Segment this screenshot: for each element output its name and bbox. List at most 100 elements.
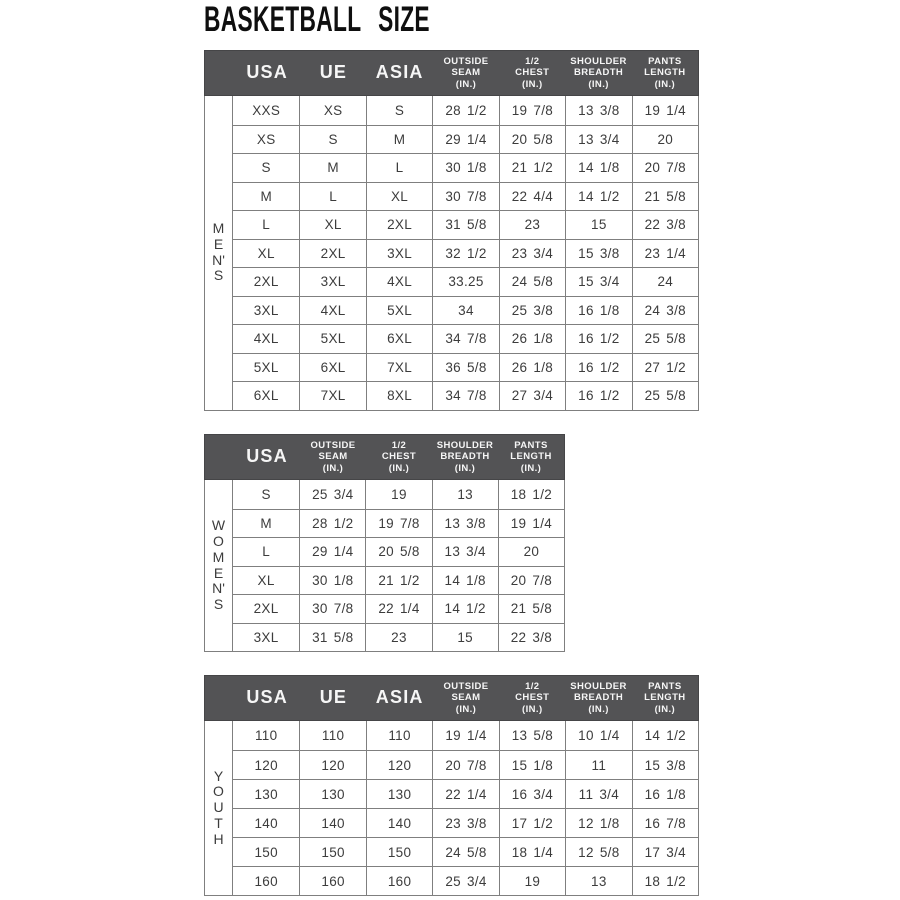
size-cell: M (299, 154, 365, 182)
size-cell: 3XL (299, 268, 365, 296)
size-cell: 20 7/8 (631, 154, 698, 182)
mens-size-table: USA UE ASIA OUTSIDE SEAM (IN.) 1/2 CHEST (IN.) SH… (204, 50, 699, 411)
header-cell-line: 1/2 (525, 55, 540, 67)
header-cell-line: PANTS (648, 55, 682, 67)
size-cell: M (260, 188, 272, 204)
size-cell: 13 5/8 (498, 721, 565, 750)
table-row: 130 130 130 22 1/4 16 3/4 11 3/4 16 1/8 (233, 779, 698, 808)
table-header-row: USA OUTSIDE SEAM (IN.) 1/2 CHEST (IN.) SHOULDER… (204, 434, 565, 480)
header-cell-line: (IN.) (654, 78, 676, 90)
header-cell: PANTS LENGTH (IN.) (498, 440, 564, 474)
size-cell: 26 1/8 (498, 325, 565, 353)
header-cell: USA (234, 62, 300, 84)
header-cell: USA (234, 446, 300, 468)
size-cell: 110 (299, 721, 365, 750)
header-cell-line: (IN.) (588, 703, 609, 715)
size-cell: M (365, 125, 432, 153)
table-row: S M L 30 1/8 21 1/2 14 1/8 20 7/8 (233, 153, 698, 182)
header-cell: ASIA (367, 687, 433, 709)
size-cell: 120 (254, 757, 278, 773)
header-cell: UE (300, 62, 366, 84)
size-cell: 16 1/2 (565, 353, 631, 381)
size-cell: 27 3/4 (498, 382, 565, 410)
size-cell: 140 (365, 809, 432, 837)
size-cell: 13 (431, 480, 498, 509)
group-label-letter: Y (213, 767, 224, 784)
size-cell: 18 1/2 (631, 867, 698, 895)
size-cell: 34 7/8 (432, 325, 498, 353)
group-label-letter: E (213, 564, 224, 581)
header-cell-line: UE (319, 62, 348, 83)
size-cell: 16 1/2 (565, 382, 631, 410)
table-header-row: USA UE ASIA OUTSIDE SEAM (IN.) 1/2 CHEST (IN.) SH… (204, 50, 699, 96)
header-cell-line: OUTSIDE (310, 439, 356, 451)
size-cell: 10 1/4 (565, 721, 631, 750)
group-label-letter: S (213, 267, 224, 284)
size-cell: 140 (254, 815, 278, 831)
size-cell: 31 5/8 (299, 623, 365, 651)
header-cell-line: LENGTH (510, 451, 552, 463)
size-cell: S (261, 160, 271, 176)
size-cell: 30 7/8 (432, 182, 498, 210)
size-cell: 130 (254, 786, 278, 802)
header-cell-line: SEAM (451, 692, 481, 704)
table-row: 160 160 160 25 3/4 19 13 18 1/2 (233, 866, 698, 895)
size-cell: 21 1/2 (498, 154, 565, 182)
table-rows: S 25 3/4 19 13 18 1/2 M 28 1/2 19 7/8 13 3/8 19 1… (233, 480, 565, 652)
size-cell: 17 1/2 (498, 809, 565, 837)
size-cell: 5XL (299, 325, 365, 353)
size-cell: 130 (365, 780, 432, 808)
table-row: 6XL 7XL 8XL 34 7/8 27 3/4 16 1/2 25 5/8 (233, 381, 698, 410)
size-cell: 33.25 (432, 268, 498, 296)
header-cell: UE (300, 687, 366, 709)
size-cell: 11 3/4 (565, 780, 631, 808)
size-cell: 12 5/8 (565, 838, 631, 866)
size-cell: 15 3/8 (565, 239, 631, 267)
size-cell: 140 (299, 809, 365, 837)
table-row: M L XL 30 7/8 22 4/4 14 1/2 21 5/8 (233, 181, 698, 210)
header-cell-line: LENGTH (644, 692, 686, 704)
size-cell: XL (257, 572, 275, 588)
size-cell: 3XL (365, 239, 432, 267)
size-cell: 21 1/2 (365, 566, 431, 594)
table-body: Y O U T H 110 110 110 19 1/4 13 5/8 10 1/4 14 1/2 12… (204, 721, 699, 896)
header-cell-line: CHEST (515, 692, 550, 704)
header-cell: USA (234, 687, 300, 709)
size-cell: 13 (565, 867, 631, 895)
size-cell: 110 (254, 728, 278, 743)
size-cell: 22 4/4 (498, 182, 565, 210)
size-cell: 4XL (253, 331, 279, 347)
header-cell-line: UE (319, 687, 348, 708)
table-row: 5XL 6XL 7XL 36 5/8 26 1/8 16 1/2 27 1/2 (233, 352, 698, 381)
size-cell: 23 3/4 (498, 239, 565, 267)
size-cell: 24 5/8 (498, 268, 565, 296)
youth-size-table: USA UE ASIA OUTSIDE SEAM (IN.) 1/2 CHEST (IN.) SH… (204, 675, 699, 896)
header-cell-line: (IN.) (522, 703, 543, 715)
size-cell: 16 1/2 (565, 325, 631, 353)
size-cell: 34 7/8 (432, 382, 498, 410)
size-cell: 26 1/8 (498, 353, 565, 381)
size-cell: 150 (299, 838, 365, 866)
table-row: L 29 1/4 20 5/8 13 3/4 20 (233, 537, 564, 566)
size-cell: 19 1/4 (432, 721, 498, 750)
size-cell: 16 3/4 (498, 780, 565, 808)
table-row: M 28 1/2 19 7/8 13 3/8 19 1/4 (233, 508, 564, 537)
header-cell: PANTS LENGTH (IN.) (632, 681, 698, 715)
size-cell: 16 7/8 (631, 809, 698, 837)
table-body: M E N' S XXS XS S 28 1/2 19 7/8 13 3/8 19 1/4 XS S M 2… (204, 96, 699, 411)
table-row: 120 120 120 20 7/8 15 1/8 11 15 3/8 (233, 750, 698, 779)
header-cell: OUTSIDE SEAM (IN.) (300, 440, 366, 474)
womens-size-table: USA OUTSIDE SEAM (IN.) 1/2 CHEST (IN.) SHOULDER… (204, 434, 565, 652)
header-cell-line: (IN.) (588, 78, 609, 90)
size-cell: 8XL (365, 382, 432, 410)
header-cell-line: CHEST (381, 451, 417, 463)
table-row: S 25 3/4 19 13 18 1/2 (233, 480, 564, 509)
size-cell: 11 (565, 751, 631, 779)
header-cell: SHOULDER BREADTH (IN.) (565, 56, 631, 90)
size-cell: 110 (365, 721, 432, 750)
header-cell-line: USA (246, 446, 288, 467)
size-cell: XL (299, 211, 365, 239)
size-cell: 23 3/8 (432, 809, 498, 837)
size-cell: XS (299, 96, 365, 125)
header-cell: 1/2 CHEST (IN.) (499, 681, 565, 715)
